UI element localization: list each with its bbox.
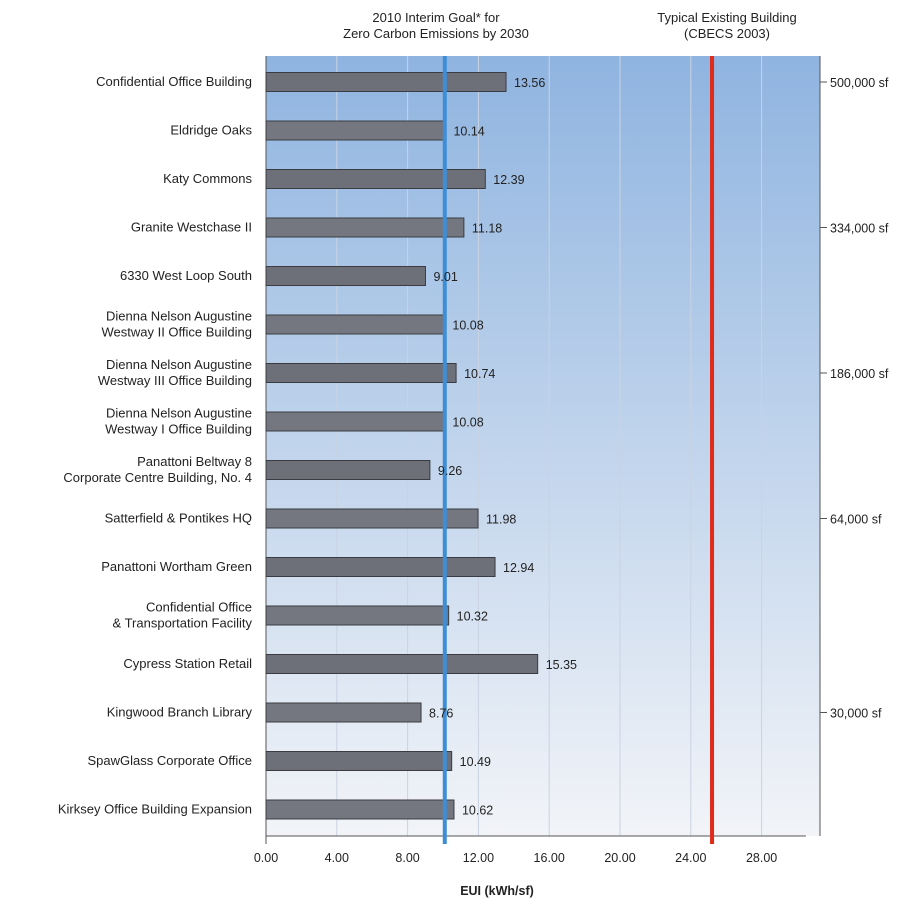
bar	[265, 751, 453, 771]
bar	[265, 363, 457, 383]
bar	[265, 799, 455, 820]
category-label: Cypress Station Retail	[123, 656, 252, 671]
category-label: Dienna Nelson Augustine Westway II Office…	[101, 309, 252, 340]
bar	[265, 508, 479, 529]
category-label: Dienna Nelson Augustine Westway III Offic…	[98, 357, 252, 388]
value-label: 10.32	[457, 610, 488, 624]
bar	[265, 654, 539, 674]
x-tick-label: 16.00	[534, 851, 565, 865]
bar	[265, 120, 446, 141]
bar	[265, 557, 496, 577]
bar	[265, 411, 445, 432]
size-label: 64,000 sf	[830, 513, 882, 527]
value-label: 12.39	[493, 173, 524, 187]
category-label: Dienna Nelson Augustine Westway I Office …	[105, 406, 252, 437]
size-label: 186,000 sf	[830, 367, 889, 381]
value-label: 12.94	[503, 561, 534, 575]
category-label: Panattoni Wortham Green	[101, 559, 252, 574]
x-tick-labels: 0.00 4.00 8.00 12.00 16.00 20.00 24.00 28.00	[254, 851, 777, 865]
bar	[265, 266, 426, 286]
category-label: Kirksey Office Building Expansion	[58, 802, 252, 817]
x-tick-label: 4.00	[325, 851, 349, 865]
bar	[265, 169, 486, 189]
reference-label: 2010 Interim Goal* for Zero Carbon Emissi…	[343, 10, 529, 41]
bar	[265, 314, 445, 335]
size-label: 30,000 sf	[830, 707, 882, 721]
value-label: 10.08	[452, 416, 483, 430]
category-label: Satterfield & Pontikes HQ	[105, 511, 252, 526]
value-label: 10.74	[464, 367, 495, 381]
value-label: 9.01	[433, 270, 457, 284]
value-label: 10.49	[460, 755, 491, 769]
bar	[265, 72, 507, 92]
value-label: 11.98	[486, 513, 516, 527]
x-tick-label: 0.00	[254, 851, 278, 865]
reference-label: Typical Existing Building (CBECS 2003)	[657, 10, 796, 41]
size-label: 334,000 sf	[830, 222, 889, 236]
bar	[265, 217, 465, 238]
reference-line-labels: 2010 Interim Goal* for Zero Carbon Emissi…	[343, 10, 797, 41]
size-label: 500,000 sf	[830, 76, 889, 90]
value-labels: 13.56 10.14 12.39 11.18 9.01 10.08 10.74 10.08 9…	[429, 76, 577, 818]
category-label: Kingwood Branch Library	[107, 705, 253, 720]
bar	[265, 605, 450, 626]
x-tick-label: 20.00	[604, 851, 635, 865]
category-label: 6330 West Loop South	[120, 268, 252, 283]
category-label: Confidential Office Building	[96, 74, 252, 89]
value-label: 13.56	[514, 76, 545, 90]
x-tick-label: 8.00	[395, 851, 419, 865]
building-size-markers: 500,000 sf 334,000 sf 186,000 sf 64,000 sf 3…	[820, 76, 889, 721]
reference-lines	[442, 56, 715, 844]
value-label: 9.26	[438, 464, 462, 478]
value-label: 10.62	[462, 804, 493, 818]
x-tick-label: 28.00	[746, 851, 777, 865]
value-label: 8.76	[429, 707, 453, 721]
value-label: 10.08	[452, 319, 483, 333]
category-label: Panattoni Beltway 8 Corporate Centre Buil…	[63, 454, 252, 485]
category-label: Eldridge Oaks	[170, 123, 252, 138]
category-label: SpawGlass Corporate Office	[88, 753, 253, 768]
bar	[265, 702, 422, 723]
x-tick-label: 12.00	[463, 851, 494, 865]
category-label: Confidential Office & Transportation Faci…	[113, 600, 253, 631]
x-tick-label: 24.00	[675, 851, 706, 865]
value-label: 10.14	[453, 125, 484, 139]
category-label: Katy Commons	[163, 171, 252, 186]
x-axis-title: EUI (kWh/sf)	[460, 884, 534, 898]
value-label: 11.18	[472, 222, 502, 236]
value-label: 15.35	[546, 658, 577, 672]
category-label: Granite Westchase II	[131, 220, 252, 235]
bar	[265, 460, 431, 480]
category-labels: Confidential Office Building Eldridge Oak…	[58, 74, 253, 817]
